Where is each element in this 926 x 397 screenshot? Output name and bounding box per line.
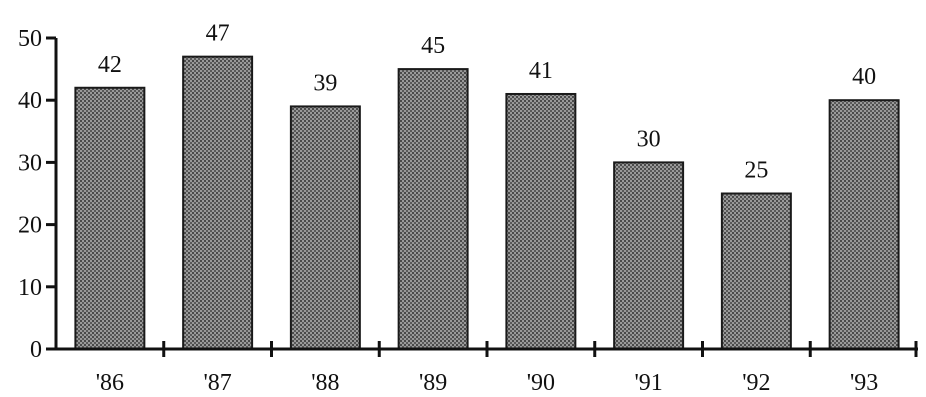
data-label: 45 bbox=[421, 33, 445, 59]
y-tick-label: 0 bbox=[30, 337, 42, 363]
x-tick-label: '88 bbox=[311, 370, 339, 396]
data-label: 42 bbox=[98, 52, 122, 78]
data-label: 25 bbox=[744, 158, 768, 184]
y-tick-label: 30 bbox=[18, 150, 42, 176]
bar-89 bbox=[397, 68, 469, 350]
data-label: 41 bbox=[529, 58, 553, 84]
y-tick-label: 10 bbox=[18, 275, 42, 301]
data-label: 47 bbox=[206, 21, 230, 47]
x-tick-label: '90 bbox=[527, 370, 555, 396]
y-tick-label: 40 bbox=[18, 88, 42, 114]
y-tick-label: 20 bbox=[18, 213, 42, 239]
y-tick-label: 50 bbox=[18, 26, 42, 52]
labels-layer: 42 '86 47 '87 39 '88 45 '89 41 '90 30 '91 25 '92 40 '93… bbox=[18, 21, 878, 396]
x-tick-label: '87 bbox=[203, 370, 231, 396]
x-tick-label: '93 bbox=[850, 370, 878, 396]
data-label: 39 bbox=[313, 70, 337, 96]
x-tick-label: '86 bbox=[96, 370, 124, 396]
bar-91 bbox=[613, 161, 685, 350]
bar-86 bbox=[74, 86, 146, 350]
bar-88 bbox=[289, 105, 361, 350]
data-label: 30 bbox=[637, 126, 661, 152]
x-tick-label: '91 bbox=[634, 370, 662, 396]
bar-87 bbox=[182, 55, 254, 350]
x-tick-label: '92 bbox=[742, 370, 770, 396]
bars-layer bbox=[74, 55, 900, 351]
bar-92 bbox=[720, 192, 792, 350]
axes-layer bbox=[46, 36, 918, 357]
bar-90 bbox=[505, 92, 577, 351]
bar-93 bbox=[828, 99, 900, 350]
data-label: 40 bbox=[852, 64, 876, 90]
x-tick-label: '89 bbox=[419, 370, 447, 396]
